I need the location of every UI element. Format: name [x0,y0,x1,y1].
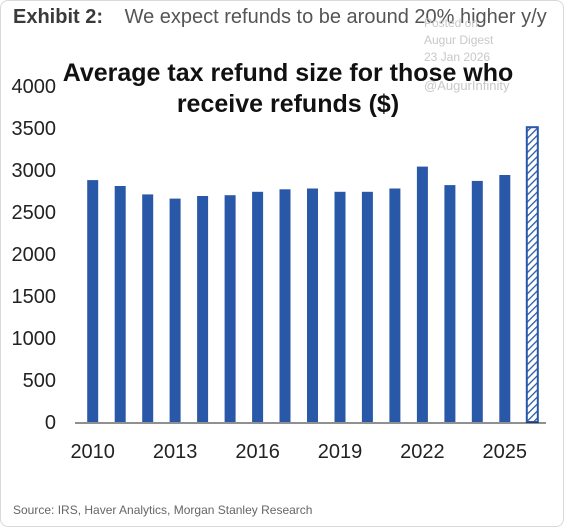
chart-title-line-1: Average tax refund size for those who [63,59,514,87]
y-tick-label: 3500 [12,118,57,140]
watermark-date: 23 Jan 2026 [424,50,491,64]
chart-title-line-2: receive refunds ($) [177,90,399,118]
y-tick-label: 500 [23,370,56,392]
bar-2021 [389,188,401,422]
y-tick-label: 2000 [12,244,57,266]
x-tick-label: 2010 [70,441,115,463]
bar-2022 [416,166,428,422]
y-tick-label: 4000 [12,76,57,98]
y-tick-label: 1000 [12,328,57,350]
bar-2017 [279,189,291,422]
x-tick-label: 2019 [318,441,363,463]
x-tick-label: 2016 [235,441,280,463]
bar-2023 [444,185,456,422]
bar-2020 [361,191,373,422]
bar-2025 [499,175,511,422]
y-tick-label: 2500 [12,202,57,224]
y-tick-label: 0 [45,412,56,434]
bar-2010 [87,180,99,422]
watermark-handle: @AugurInfinity [424,78,510,93]
watermark: Posted on Augur Digest 23 Jan 2026 @Augu… [424,15,509,94]
watermark-posted: Posted on [424,16,479,30]
exhibit-subtitle: We expect refunds to be around 20% highe… [124,6,547,28]
x-tick-label: 2022 [400,441,445,463]
bar-2012 [142,194,154,422]
watermark-site: Augur Digest [424,33,494,47]
source-note: Source: IRS, Haver Analytics, Morgan Sta… [13,503,313,517]
bar-2015 [224,195,236,422]
bar-2018 [307,188,318,422]
bar-2013 [169,198,181,422]
x-tick-label: 2025 [483,441,528,463]
y-tick-label: 3000 [12,160,57,182]
exhibit-header: Exhibit 2: We expect refunds to be aroun… [13,6,547,29]
exhibit-label: Exhibit 2: [13,6,104,28]
bar-2014 [197,196,209,422]
bar-2016 [252,191,264,422]
bar-2026-forecast [525,126,539,423]
y-tick-label: 1500 [12,286,57,308]
bar-2011 [114,186,126,422]
bar-2019 [334,191,346,422]
bar-2024 [471,180,483,422]
x-tick-label: 2013 [153,441,198,463]
